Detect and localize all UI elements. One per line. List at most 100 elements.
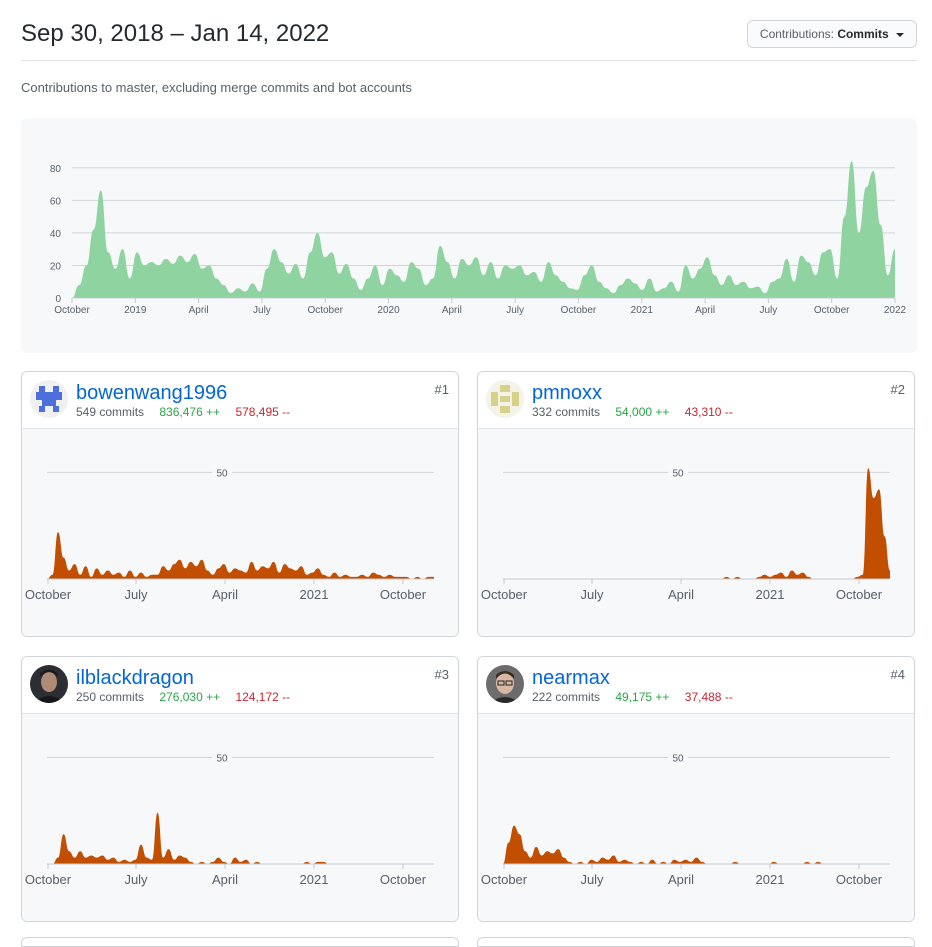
y-tick-label-background <box>212 466 232 479</box>
x-tick-label: 2021 <box>300 872 329 887</box>
x-tick-label: October <box>25 872 72 887</box>
contributor-chart-svg: 50 October July April 2021 October <box>481 466 890 602</box>
x-tick-label: October <box>814 305 850 316</box>
x-tick-label: July <box>124 872 148 887</box>
x-tick-label: July <box>506 305 524 316</box>
series-area <box>47 812 434 864</box>
avatar[interactable] <box>486 380 524 418</box>
contributor-username[interactable]: ilblackdragon <box>76 667 194 689</box>
avatar[interactable] <box>30 665 68 703</box>
y-tick-label-background <box>668 466 688 479</box>
additions-count: 54,000 ++ <box>615 405 670 419</box>
commit-count: 222 commits <box>532 690 601 704</box>
contributor-stats: 332 commits 54,000 ++ 43,310 -- <box>532 405 733 419</box>
y-tick-label: 50 <box>672 468 684 479</box>
contributor-chart[interactable]: 50 October July April 2021 October <box>478 714 914 921</box>
contributor-card-header: bowenwang1996 549 commits 836,476 ++ 578… <box>22 372 458 429</box>
photo-avatar-icon <box>30 665 68 703</box>
x-tick-label: October <box>380 872 427 887</box>
additions-count: 276,030 ++ <box>159 690 221 704</box>
contributor-rank: #3 <box>434 667 449 682</box>
page-header: Sep 30, 2018 – Jan 14, 2022 Contribution… <box>21 0 917 61</box>
x-tick-label: July <box>580 872 604 887</box>
contributor-chart[interactable]: 50 October July April 2021 October <box>22 714 458 921</box>
contributor-card: bowenwang1996 549 commits 836,476 ++ 578… <box>21 371 459 637</box>
series-area <box>503 825 890 864</box>
x-tick-label: October <box>481 587 528 602</box>
x-tick-label: October <box>836 587 883 602</box>
x-tick-label: October <box>54 305 90 316</box>
y-tick-label: 50 <box>672 753 684 764</box>
deletions-count: 578,495 -- <box>235 405 291 419</box>
overall-commit-chart-svg: 0 20 40 60 80 October 2019 April July October 2020… <box>50 161 907 316</box>
x-tick-label: April <box>668 872 694 887</box>
contributor-rank: #2 <box>890 382 905 397</box>
contributor-username[interactable]: pmnoxx <box>532 382 603 404</box>
y-tick-label: 0 <box>55 294 61 305</box>
contributor-username[interactable]: bowenwang1996 <box>76 382 228 404</box>
contributor-card <box>21 937 459 947</box>
contributor-chart-svg: 50 October July April 2021 October <box>25 751 434 887</box>
x-tick-label: October <box>561 305 597 316</box>
contributions-label: Contributions: <box>759 27 834 41</box>
x-tick-label: 2022 <box>884 305 907 316</box>
caret-down-icon <box>896 32 904 37</box>
contributor-rank: #1 <box>434 382 449 397</box>
contributor-card-header: nearmax 222 commits 49,175 ++ 37,488 -- … <box>478 657 914 714</box>
contributions-subtitle: Contributions to master, excluding merge… <box>21 80 412 95</box>
date-range-title: Sep 30, 2018 – Jan 14, 2022 <box>21 20 330 47</box>
y-tick-label: 20 <box>50 261 62 272</box>
x-tick-label: 2019 <box>124 305 147 316</box>
series-area <box>47 532 434 579</box>
contributor-chart[interactable]: 50 October July April 2021 October <box>478 429 914 636</box>
x-tick-label: April <box>212 587 238 602</box>
deletions-count: 124,172 -- <box>235 690 291 704</box>
additions-count: 836,476 ++ <box>159 405 221 419</box>
x-tick-label: July <box>253 305 271 316</box>
y-tick-label: 40 <box>50 229 62 240</box>
photo-avatar-icon <box>486 665 524 703</box>
x-tick-label: 2021 <box>300 587 329 602</box>
x-tick-label: July <box>580 587 604 602</box>
x-tick-label: April <box>212 872 238 887</box>
series-area <box>503 468 890 579</box>
contributions-dropdown[interactable]: Contributions: Commits <box>746 20 917 48</box>
contributor-username[interactable]: nearmax <box>532 667 610 689</box>
contributor-stats: 549 commits 836,476 ++ 578,495 -- <box>76 405 290 419</box>
x-tick-label: October <box>481 872 528 887</box>
contributor-chart-svg: 50 October July April 2021 October <box>481 751 890 887</box>
contributor-card: nearmax 222 commits 49,175 ++ 37,488 -- … <box>477 656 915 922</box>
y-tick-label: 80 <box>50 164 62 175</box>
y-tick-label: 60 <box>50 196 62 207</box>
x-tick-label: April <box>442 305 462 316</box>
x-tick-label: October <box>307 305 343 316</box>
contributor-stats: 250 commits 276,030 ++ 124,172 -- <box>76 690 290 704</box>
contributor-card-header: pmnoxx 332 commits 54,000 ++ 43,310 -- #… <box>478 372 914 429</box>
x-tick-label: October <box>380 587 427 602</box>
y-tick-label-background <box>212 751 232 764</box>
contributions-value: Commits <box>837 27 889 41</box>
x-tick-label: July <box>759 305 777 316</box>
contributor-rank: #4 <box>890 667 905 682</box>
avatar[interactable] <box>486 665 524 703</box>
contributor-chart-svg: 50 October July April 2021 October <box>25 466 434 602</box>
x-tick-label: April <box>695 305 715 316</box>
x-tick-label: April <box>668 587 694 602</box>
contributor-card-header: ilblackdragon 250 commits 276,030 ++ 124… <box>22 657 458 714</box>
overall-commit-chart[interactable]: 0 20 40 60 80 October 2019 April July October 2020… <box>21 118 917 353</box>
x-tick-label: 2021 <box>756 872 785 887</box>
series-area <box>72 161 895 298</box>
x-tick-label: 2021 <box>631 305 654 316</box>
commit-count: 549 commits <box>76 405 145 419</box>
x-tick-label: April <box>189 305 209 316</box>
identicon-olive-icon <box>486 380 524 418</box>
contributor-card: pmnoxx 332 commits 54,000 ++ 43,310 -- #… <box>477 371 915 637</box>
x-tick-label: 2020 <box>377 305 400 316</box>
contributor-chart[interactable]: 50 October July April 2021 October <box>22 429 458 636</box>
contributor-stats: 222 commits 49,175 ++ 37,488 -- <box>532 690 733 704</box>
avatar[interactable] <box>30 380 68 418</box>
commit-count: 332 commits <box>532 405 601 419</box>
x-tick-label: October <box>25 587 72 602</box>
deletions-count: 37,488 -- <box>684 690 733 704</box>
x-tick-label: July <box>124 587 148 602</box>
